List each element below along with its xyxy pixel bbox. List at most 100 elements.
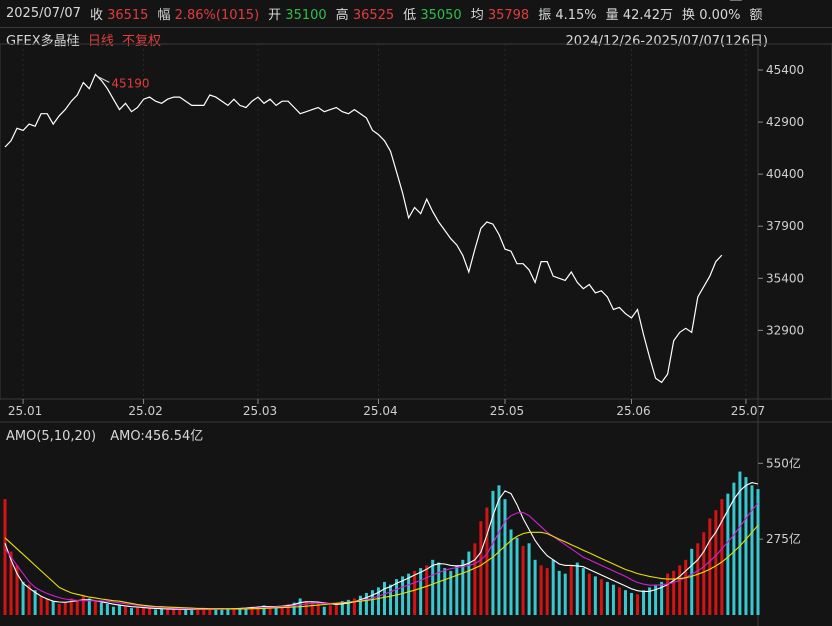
amo-bar xyxy=(172,608,176,615)
amo-bar xyxy=(750,485,754,615)
amo-ma20-line xyxy=(4,525,759,610)
amo-bar xyxy=(660,581,664,615)
amo-bar xyxy=(702,532,706,615)
turnover-label: 换 xyxy=(682,8,696,23)
amo-bar xyxy=(142,606,146,615)
amo-bar xyxy=(27,584,31,615)
amo-bar xyxy=(340,601,344,615)
amo-bar xyxy=(166,609,170,615)
x-tick-label: 25.06 xyxy=(616,404,650,418)
x-tick-label: 25.03 xyxy=(243,404,277,418)
amo-bar xyxy=(136,607,140,615)
amo-bar xyxy=(262,605,266,615)
amo-bar xyxy=(738,471,742,615)
amo-bar xyxy=(642,590,646,615)
y-tick-label: 35400 xyxy=(766,271,804,285)
amo-bar xyxy=(515,537,519,615)
amo-bar xyxy=(557,570,561,615)
amo-bar xyxy=(226,608,230,615)
grid-layer xyxy=(0,43,832,626)
amo-bar xyxy=(503,499,507,615)
amo-bar xyxy=(581,568,585,615)
amo-bar xyxy=(111,606,115,615)
amo-bar xyxy=(51,601,55,615)
amo-bar xyxy=(714,510,718,615)
amo-bar xyxy=(479,521,483,615)
high-value: 36525 xyxy=(352,8,395,23)
change-label: 幅 xyxy=(157,8,171,23)
turnover-value: 0.00% xyxy=(699,8,741,23)
amo-bar xyxy=(196,609,200,615)
amo-bar xyxy=(328,605,332,615)
amo-bar xyxy=(250,606,254,615)
quote-header-bar: 2025/07/07 收 36515 幅 2.86%(1015) 开 35100… xyxy=(0,0,832,28)
amo-bar xyxy=(81,595,85,615)
high-annotation: 45190 xyxy=(97,75,150,90)
amo-bar xyxy=(467,551,471,615)
amo-bar xyxy=(648,587,652,615)
amo-bar xyxy=(322,606,326,615)
y-tick-label: 40400 xyxy=(766,167,804,181)
avg-value: 35798 xyxy=(487,8,530,23)
amo-bar xyxy=(33,590,37,615)
amo-bar xyxy=(130,608,134,615)
amo-bar xyxy=(39,595,43,615)
amo-bar xyxy=(509,529,513,615)
amo-bar xyxy=(395,579,399,615)
amo-ma5-line xyxy=(4,482,759,611)
amo-bar xyxy=(99,602,103,615)
amo-bar xyxy=(407,573,411,615)
vol-value: 42.42万 xyxy=(622,8,674,23)
amo-bar xyxy=(455,565,459,615)
amo-bar xyxy=(599,579,603,615)
annotation-leader xyxy=(97,75,110,83)
chart-subtitle: GFEX多晶硅 日线 不复权 xyxy=(6,30,161,49)
amo-bar xyxy=(533,559,537,615)
annotation-label: 45190 xyxy=(111,76,149,90)
amo-bar xyxy=(605,581,609,615)
amo-bar xyxy=(551,559,555,615)
amo-bar xyxy=(15,565,19,615)
amo-bar xyxy=(431,559,435,615)
amo-bar xyxy=(617,587,621,615)
amo-y-tick-label: 275亿 xyxy=(766,531,801,546)
amo-bar xyxy=(75,599,79,615)
price-series-line xyxy=(4,73,723,384)
amo-bar xyxy=(154,609,158,615)
amo-bar xyxy=(268,606,272,615)
amo-bar xyxy=(696,543,700,615)
x-tick-label: 25.05 xyxy=(490,404,524,418)
adjust-tag[interactable]: 不复权 xyxy=(121,34,161,49)
amo-bar xyxy=(346,599,350,615)
amo-layer: 550亿 275亿 xyxy=(3,455,801,615)
amo-bar xyxy=(497,485,501,615)
amo-bar xyxy=(208,609,212,615)
amo-bar xyxy=(473,543,477,615)
date-range: 2024/12/26-2025/07/07(126日) xyxy=(565,34,768,49)
amo-bar xyxy=(57,603,61,615)
amo-bar xyxy=(425,565,429,615)
low-annotation: 30400 xyxy=(729,0,782,3)
x-axis: 25.01 25.02 25.03 25.04 25.05 25.06 25.07 xyxy=(8,399,765,418)
close-value: 36515 xyxy=(107,8,149,23)
amo-bar xyxy=(45,598,49,615)
amo-bar xyxy=(611,584,615,615)
amo-bar xyxy=(238,608,242,615)
amo-bar xyxy=(720,499,724,615)
amo-bar xyxy=(274,607,278,615)
high-label: 高 xyxy=(335,8,349,23)
amo-bar xyxy=(527,543,531,615)
amo-bar xyxy=(419,568,423,615)
period-tag[interactable]: 日线 xyxy=(87,34,114,49)
amp-label: 振 xyxy=(538,8,552,23)
price-line-layer: 45190 30400 xyxy=(4,0,782,384)
change-value: 2.86%(1015) xyxy=(174,8,260,23)
open-value: 35100 xyxy=(285,8,327,23)
amo-bar xyxy=(256,607,260,615)
amo-bar xyxy=(678,565,682,615)
amo-bar xyxy=(593,576,597,615)
amo-bar xyxy=(413,570,417,615)
price-panel-frame xyxy=(0,43,832,400)
vol-label: 量 xyxy=(605,8,619,23)
